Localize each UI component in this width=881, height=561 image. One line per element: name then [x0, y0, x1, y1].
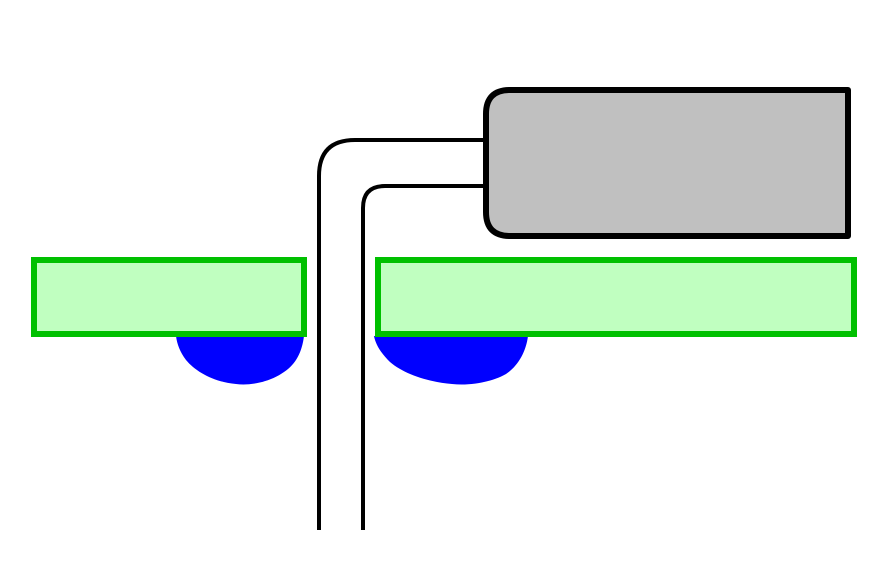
component-lead-inner-edge: [361, 184, 486, 530]
solder-fillet-right: [374, 336, 528, 385]
solder-fillet-left: [176, 336, 304, 385]
circuit-board-right: [375, 257, 857, 337]
component-body: [483, 87, 851, 239]
circuit-board-left: [31, 257, 307, 337]
component-lead-outer-edge: [317, 138, 486, 530]
